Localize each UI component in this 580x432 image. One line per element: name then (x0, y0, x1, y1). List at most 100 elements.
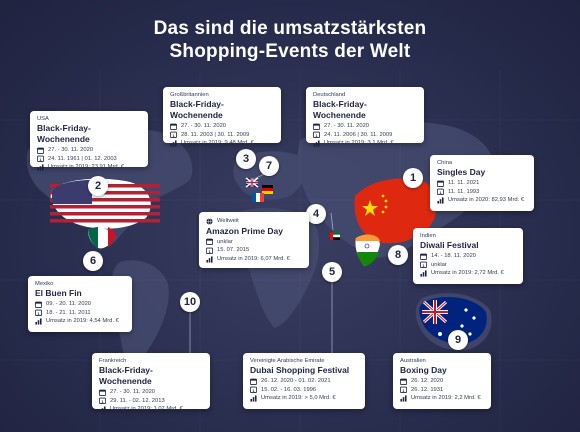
event-country: Großbritannien (170, 92, 209, 98)
event-date-current: 27. - 30. 11. 2020 (324, 123, 370, 129)
calendar-icon (35, 301, 42, 308)
event-revenue: Umsatz in 2019: 3,1 Mrd. € (324, 140, 394, 147)
calendar-icon (206, 238, 213, 246)
svg-text:1: 1 (402, 388, 405, 393)
event-date-first: 24. 11. 1961 | 01. 12. 2003 (48, 155, 117, 162)
calendar-one-icon: 1 (170, 131, 177, 139)
calendar-icon (250, 378, 257, 385)
page-title-line-2: Shopping-Events der Welt (169, 41, 411, 62)
svg-text:1: 1 (37, 311, 40, 316)
event-card-worldwide: Weltweit Amazon Prime Day unklar 1 15. 07… (199, 212, 309, 268)
page-title-line-1: Das sind die umsatzstärksten (153, 18, 427, 39)
event-card-india: Indien Diwali Festival 14. - 18. 11. 202… (413, 228, 523, 284)
svg-text:1: 1 (252, 388, 255, 393)
event-card-uae: Vereinigte Arabische Emirate Dubai Shopp… (243, 353, 365, 409)
event-date-current: unklar (217, 238, 233, 245)
bar-chart-icon (99, 406, 106, 413)
event-date-first: 28. 11. 2003 | 30. 11. 2009 (181, 131, 250, 138)
marker-7: 7 (259, 156, 279, 176)
svg-text:1: 1 (439, 190, 442, 195)
event-date-current: 09. - 20. 11. 2020 (46, 301, 92, 307)
event-date-current: 26. 12. 2020 (411, 378, 444, 384)
event-card-france: Frankreich Black-Friday-Wochenende 27. -… (92, 353, 210, 413)
bar-chart-icon (35, 318, 42, 325)
bar-chart-icon (170, 140, 177, 147)
bar-chart-icon (250, 395, 257, 402)
calendar-icon (437, 180, 444, 187)
bar-chart-icon (420, 270, 427, 277)
event-card-mexico: Mexiko El Buen Fin 09. - 20. 11. 2020 1 1… (28, 276, 132, 332)
germany-flag-shape (262, 185, 273, 194)
calendar-one-icon: 1 (400, 386, 407, 394)
calendar-one-icon: 1 (250, 386, 257, 394)
event-revenue: Umsatz in 2019: 1,07 Mrd. € (110, 406, 183, 413)
svg-text:1: 1 (315, 133, 318, 138)
event-country: China (437, 160, 453, 166)
svg-text:1: 1 (172, 133, 175, 138)
calendar-icon (37, 147, 44, 154)
event-country: Australien (400, 358, 426, 364)
event-name: Black-Friday-Wochenende (313, 99, 367, 120)
event-name: Singles Day (437, 167, 486, 177)
calendar-icon (420, 253, 427, 260)
bar-chart-icon (437, 197, 444, 204)
event-date-first: 15. 02. - 16. 03. 1996 (261, 386, 317, 393)
globe-icon (206, 218, 213, 225)
event-name: Diwali Festival (420, 240, 479, 250)
marker-4: 4 (306, 204, 326, 224)
event-name: Dubai Shopping Festival (250, 365, 350, 375)
calendar-icon (313, 123, 320, 130)
svg-text:1: 1 (101, 399, 104, 404)
svg-text:1: 1 (422, 263, 425, 268)
bar-chart-icon (37, 164, 44, 171)
marker-9: 9 (448, 330, 468, 350)
china-flag-shape (354, 178, 437, 244)
event-card-australia: Australien Boxing Day 26. 12. 2020 1 26. … (393, 353, 491, 409)
marker-10: 10 (180, 292, 200, 312)
event-revenue: Umsatz in 2019: > 5,0 Mrd. € (261, 395, 336, 402)
bar-chart-icon (206, 256, 213, 263)
marker-5: 5 (322, 262, 342, 282)
event-card-germany: Deutschland Black-Friday-Wochenende 27. … (306, 87, 424, 147)
calendar-icon (170, 123, 177, 130)
calendar-one-icon: 1 (35, 309, 42, 317)
event-name: Black-Friday-Wochenende (99, 365, 153, 386)
australia-flag-shape (419, 297, 487, 344)
event-name: Black-Friday-Wochenende (170, 99, 224, 120)
event-country: Weltweit (217, 218, 239, 224)
event-name: El Buen Fin (35, 288, 82, 298)
marker-1: 1 (403, 168, 423, 188)
calendar-one-icon: 1 (206, 247, 213, 254)
event-date-current: 11. 11. 2021 (448, 180, 480, 186)
uk-flag-shape (245, 177, 259, 188)
event-date-current: 27. - 30. 11. 2020 (181, 123, 227, 129)
svg-text:1: 1 (39, 157, 42, 162)
event-country: Deutschland (313, 92, 346, 98)
event-country: Frankreich (99, 358, 127, 364)
calendar-one-icon: 1 (99, 397, 106, 405)
event-date-first: unklar (431, 261, 447, 268)
event-date-first: 15. 07. 2015 (217, 247, 250, 254)
event-name: Amazon Prime Day (206, 225, 283, 236)
marker-6: 6 (83, 251, 103, 271)
mexico-flag-shape (88, 227, 116, 249)
calendar-one-icon: 1 (437, 188, 444, 196)
event-date-current: 14. - 18. 11. 2020 (431, 253, 477, 259)
event-revenue: Umsatz in 2019: 2,2 Mrd. € (411, 395, 481, 402)
event-revenue: Umsatz in 2019: 6,07 Mrd. € (217, 255, 290, 262)
event-country: USA (37, 116, 49, 122)
event-date-first: 11. 11. 1993 (448, 188, 480, 195)
event-revenue: Umsatz in 2019: 23,91 Mrd. € (48, 164, 125, 171)
event-date-current: 27. - 30. 11. 2020 (110, 389, 156, 395)
calendar-one-icon: 1 (420, 261, 427, 269)
svg-text:1: 1 (208, 249, 211, 254)
event-revenue: Umsatz in 2019: 2,72 Mrd. € (431, 270, 504, 277)
event-revenue: Umsatz in 2020: 82,93 Mrd. € (448, 197, 525, 204)
france-flag-shape (252, 193, 264, 202)
event-date-first: 29. 11. - 02. 12. 2013 (110, 397, 165, 404)
event-country: Indien (420, 233, 436, 239)
event-date-first: 24. 11. 2006 | 30. 11. 2009 (324, 131, 393, 138)
calendar-icon (99, 389, 106, 396)
event-revenue: Umsatz in 2019: 4,54 Mrd. € (46, 318, 119, 325)
event-name: Boxing Day (400, 365, 447, 375)
